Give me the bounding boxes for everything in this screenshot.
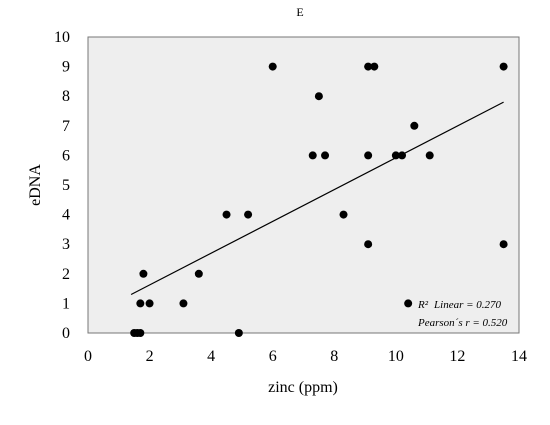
y-tick-label: 2 (62, 266, 70, 283)
x-tick-label: 2 (146, 348, 154, 365)
y-axis-ticks: 0 1 2 3 4 5 6 7 8 9 10 (54, 29, 70, 342)
data-point (499, 62, 508, 71)
pearson-annotation: Pearson´s r = 0.520 (417, 317, 508, 329)
data-point (139, 269, 148, 278)
data-point (314, 92, 323, 101)
data-point (364, 62, 373, 71)
y-tick-label: 9 (62, 59, 70, 76)
y-tick-label: 7 (62, 118, 70, 135)
x-tick-label: 12 (449, 348, 465, 365)
data-point (321, 151, 330, 160)
data-point (136, 329, 145, 337)
data-point (391, 151, 400, 160)
data-point (398, 151, 407, 160)
data-point (234, 329, 243, 337)
data-point (268, 62, 277, 71)
data-point (244, 210, 253, 219)
data-point (404, 299, 413, 308)
x-tick-label: 8 (330, 348, 338, 365)
x-axis-label: zinc (ppm) (268, 379, 338, 396)
data-point (222, 210, 231, 219)
data-point (410, 121, 419, 130)
x-tick-label: 0 (84, 348, 92, 365)
x-tick-label: 10 (388, 348, 404, 365)
plot-area (87, 36, 520, 334)
data-point (136, 299, 145, 308)
chart-title: E (296, 5, 303, 19)
y-axis-label: eDNA (27, 164, 44, 206)
data-point (370, 62, 379, 71)
data-point (339, 210, 348, 219)
data-point (194, 269, 203, 278)
data-point (145, 299, 154, 308)
y-tick-label: 5 (62, 177, 70, 194)
x-axis-ticks: 0 2 4 6 8 10 12 14 (84, 348, 527, 365)
y-tick-label: 8 (62, 88, 70, 105)
data-points (130, 62, 508, 337)
data-point (499, 240, 508, 249)
y-tick-label: 4 (62, 207, 70, 224)
x-tick-label: 14 (511, 348, 527, 365)
y-tick-label: 0 (62, 325, 70, 342)
y-tick-label: 1 (62, 295, 70, 312)
data-point (425, 151, 434, 160)
r-squared-symbol: R² (417, 299, 429, 311)
data-point (308, 151, 317, 160)
r-squared-annotation: R² Linear = 0.270 (417, 299, 502, 311)
x-tick-label: 6 (269, 348, 277, 365)
y-tick-label: 10 (54, 29, 70, 46)
y-tick-label: 3 (62, 236, 70, 253)
r-squared-value: Linear = 0.270 (433, 299, 502, 311)
data-point (179, 299, 188, 308)
data-point (364, 240, 373, 249)
y-tick-label: 6 (62, 147, 70, 164)
trendline (130, 101, 504, 296)
data-point (364, 151, 373, 160)
x-tick-label: 4 (207, 348, 215, 365)
